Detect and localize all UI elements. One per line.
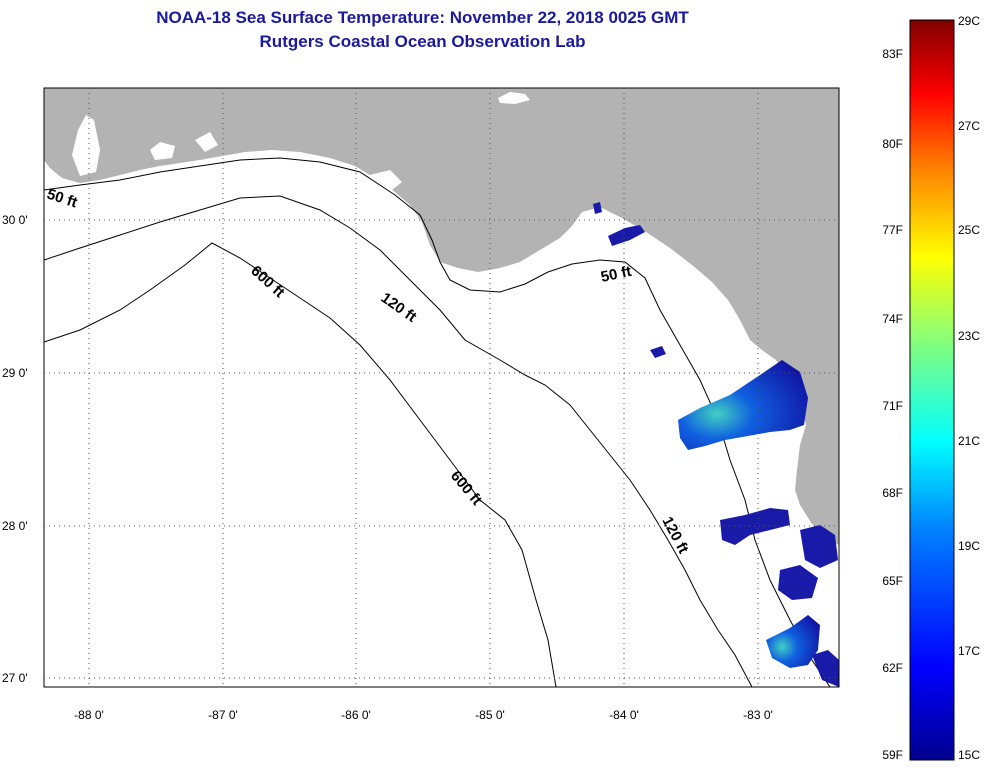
bay <box>498 92 530 104</box>
bay <box>72 115 100 176</box>
lon-tick-label: -88 0' <box>74 708 104 722</box>
colorbar-c-label: 21C <box>958 434 980 448</box>
colorbar-f-label: 59F <box>882 748 903 762</box>
colorbar-c-label: 15C <box>958 748 980 762</box>
contour-120ft <box>44 195 753 687</box>
lat-tick-label: 30 0' <box>2 213 28 227</box>
lon-tick-label: -87 0' <box>208 708 238 722</box>
figure-subtitle: Rutgers Coastal Ocean Observation Lab <box>259 32 586 51</box>
colorbar-c-label: 27C <box>958 119 980 133</box>
colorbar-f-label: 62F <box>882 661 903 675</box>
map-border <box>43 87 840 688</box>
bay <box>370 170 402 190</box>
lat-axis: 30 0' 29 0' 28 0' 27 0' <box>2 213 28 685</box>
colorbar-c-label: 17C <box>958 644 980 658</box>
sst-patch <box>812 650 839 687</box>
bay <box>150 142 175 160</box>
colorbar-c-label: 19C <box>958 539 980 553</box>
colorbar-f-label: 71F <box>882 399 903 413</box>
sst-patch <box>778 565 818 600</box>
colorbar-c-label: 25C <box>958 223 980 237</box>
sst-patch <box>593 202 602 214</box>
colorbar-celsius: 29C 27C 25C 23C 21C 19C 17C 15C <box>958 14 980 762</box>
colorbar-fahrenheit: 83F 80F 77F 74F 71F 68F 65F 62F 59F <box>882 47 903 762</box>
lon-tick-label: -84 0' <box>609 708 639 722</box>
bay <box>195 132 218 152</box>
sst-patch <box>678 360 808 450</box>
lon-tick-label: -85 0' <box>475 708 505 722</box>
colorbar-c-label: 29C <box>958 14 980 28</box>
colorbar-f-label: 77F <box>882 223 903 237</box>
lon-tick-label: -86 0' <box>341 708 371 722</box>
sst-patch <box>766 615 820 668</box>
lat-tick-label: 27 0' <box>2 671 28 685</box>
colorbar-f-label: 83F <box>882 47 903 61</box>
sst-patch <box>800 525 838 568</box>
map-area <box>43 87 840 688</box>
colorbar-c-label: 23C <box>958 329 980 343</box>
figure-title: NOAA-18 Sea Surface Temperature: Novembe… <box>156 8 689 27</box>
lon-axis: -88 0' -87 0' -86 0' -85 0' -84 0' -83 0… <box>74 708 773 722</box>
contour-600ft <box>44 242 557 687</box>
lat-tick-label: 29 0' <box>2 366 28 380</box>
land-mass <box>44 88 839 545</box>
colorbar-f-label: 65F <box>882 574 903 588</box>
colorbar: 83F 80F 77F 74F 71F 68F 65F 62F 59F 29C … <box>882 14 980 762</box>
sst-patch <box>650 346 666 358</box>
lat-tick-label: 28 0' <box>2 519 28 533</box>
lon-tick-label: -83 0' <box>743 708 773 722</box>
contour-label: 50 ft <box>599 263 633 286</box>
colorbar-f-label: 74F <box>882 312 903 326</box>
colorbar-f-label: 68F <box>882 486 903 500</box>
colorbar-gradient <box>909 19 955 761</box>
contour-50ft <box>44 157 831 687</box>
sst-patch <box>608 225 645 246</box>
colorbar-f-label: 80F <box>882 137 903 151</box>
